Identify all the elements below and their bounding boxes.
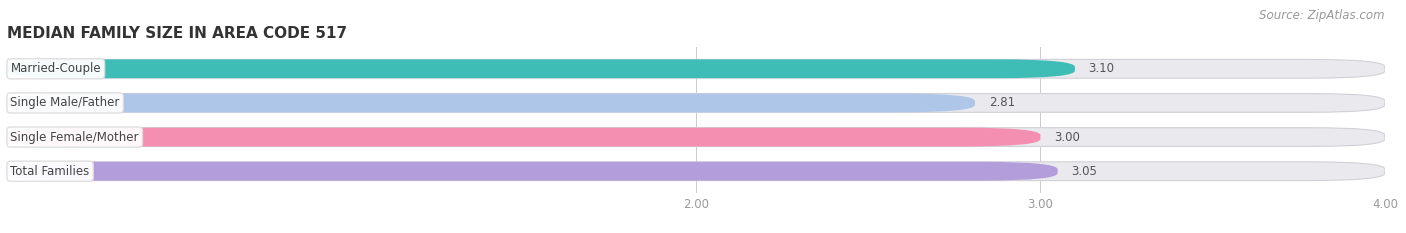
FancyBboxPatch shape: [7, 59, 1076, 78]
FancyBboxPatch shape: [7, 93, 1385, 112]
Text: Source: ZipAtlas.com: Source: ZipAtlas.com: [1260, 9, 1385, 22]
FancyBboxPatch shape: [7, 128, 1040, 147]
Text: 3.05: 3.05: [1071, 165, 1097, 178]
Text: 3.10: 3.10: [1088, 62, 1115, 75]
Text: MEDIAN FAMILY SIZE IN AREA CODE 517: MEDIAN FAMILY SIZE IN AREA CODE 517: [7, 26, 347, 41]
Text: 2.81: 2.81: [988, 96, 1015, 110]
FancyBboxPatch shape: [7, 128, 1385, 147]
Text: Single Female/Mother: Single Female/Mother: [10, 130, 139, 144]
Text: Total Families: Total Families: [10, 165, 90, 178]
Text: Single Male/Father: Single Male/Father: [10, 96, 120, 110]
FancyBboxPatch shape: [7, 93, 974, 112]
FancyBboxPatch shape: [7, 162, 1385, 181]
Text: 3.00: 3.00: [1054, 130, 1080, 144]
Text: Married-Couple: Married-Couple: [10, 62, 101, 75]
FancyBboxPatch shape: [7, 162, 1057, 181]
FancyBboxPatch shape: [7, 59, 1385, 78]
